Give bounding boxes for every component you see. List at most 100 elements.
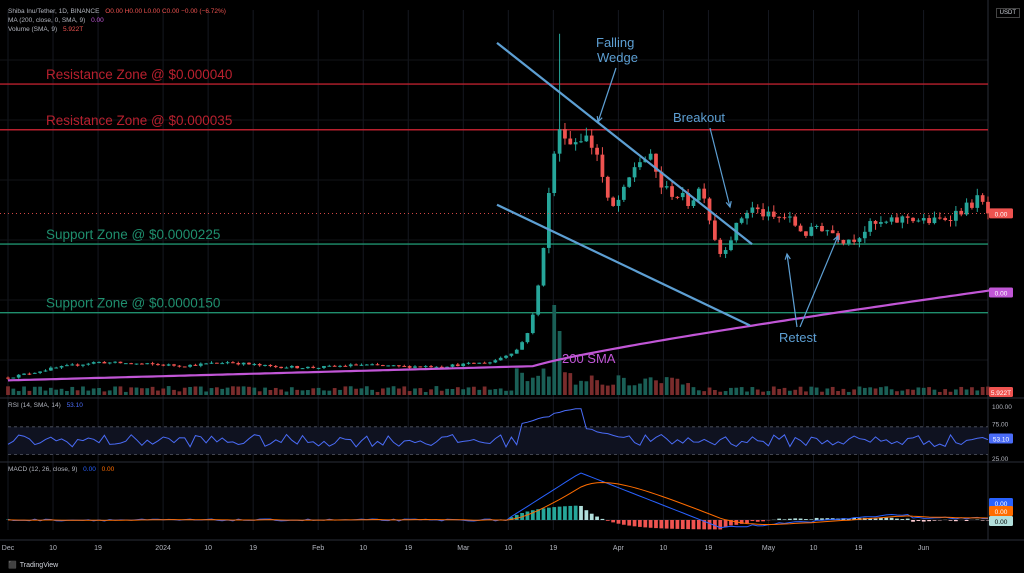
- volume-bar: [439, 390, 444, 395]
- volume-bar: [970, 387, 974, 395]
- volume-bar: [943, 389, 948, 395]
- candle-body: [927, 218, 931, 224]
- volume-bar: [466, 387, 471, 395]
- volume-bar: [766, 391, 771, 395]
- volume-bar: [413, 388, 417, 395]
- volume-bar: [241, 386, 246, 395]
- currency-badge[interactable]: USDT: [995, 8, 1020, 18]
- volume-bar: [686, 383, 690, 395]
- candle-body: [65, 365, 69, 367]
- macd-histogram-bar: [536, 509, 541, 520]
- candle-body: [959, 210, 964, 215]
- volume-bar: [423, 391, 428, 395]
- volume-bar: [632, 385, 637, 395]
- wedge-lines: [496, 42, 753, 327]
- macd-histogram-bar: [643, 520, 648, 528]
- volume-bar: [107, 390, 112, 395]
- rsi-tick-75: 75.00: [992, 421, 1009, 428]
- macd-histogram-bar: [948, 520, 953, 521]
- volume-bar: [782, 387, 787, 395]
- candle-body: [713, 220, 717, 240]
- x-tick-label: 10: [359, 545, 367, 552]
- volume-bar: [263, 387, 267, 395]
- volume-bar: [761, 391, 765, 395]
- candle-body: [696, 188, 701, 201]
- macd-histogram-bar: [595, 516, 599, 520]
- signal-tag: 0.00: [995, 509, 1008, 516]
- falling-wedge-arrow-head: [596, 115, 603, 124]
- volume-bar: [75, 390, 80, 395]
- macd-histogram-bar: [664, 520, 669, 529]
- x-tick-label: Mar: [457, 545, 470, 552]
- candle-body: [953, 210, 958, 221]
- macd-histogram-bar: [713, 520, 717, 530]
- macd-histogram-bar: [739, 520, 744, 524]
- rsi-line: [7, 408, 989, 449]
- volume-bar: [32, 386, 37, 395]
- volume-bar: [862, 387, 867, 395]
- volume-bar: [193, 386, 198, 395]
- volume-bar: [113, 386, 117, 395]
- support-label: Support Zone @ $0.0000225: [46, 227, 220, 242]
- candle-body: [263, 364, 267, 366]
- candle-body: [905, 216, 910, 218]
- breakout-arrow: [709, 127, 731, 208]
- candle-body: [348, 364, 353, 367]
- candle-body: [557, 129, 562, 154]
- volume-bar: [59, 388, 64, 395]
- candle-body: [846, 239, 851, 244]
- candle-body: [477, 362, 482, 364]
- volume-bar: [81, 386, 85, 395]
- candle-body: [895, 217, 899, 223]
- volume-bar: [584, 381, 589, 395]
- candle-body: [241, 362, 246, 365]
- volume-bar: [225, 387, 230, 395]
- candle-body: [188, 364, 192, 367]
- candle-body: [300, 368, 305, 370]
- candle-body: [140, 363, 144, 365]
- candle-body: [423, 366, 428, 368]
- volume-bar: [220, 388, 225, 395]
- candle-body: [295, 365, 300, 369]
- volume-bar: [895, 391, 899, 395]
- macd-histogram-bar: [879, 517, 883, 520]
- candle-body: [670, 186, 674, 197]
- candle-body: [777, 216, 782, 218]
- candle-body: [868, 221, 873, 232]
- macd-histogram-bar: [777, 518, 782, 520]
- macd-histogram-bar: [691, 520, 696, 530]
- macd-histogram-bar: [611, 520, 616, 523]
- macd-histogram-bar: [584, 510, 589, 520]
- volume-bar: [134, 387, 139, 395]
- rsi-value-tag: 53.10: [993, 437, 1010, 444]
- candle-body: [354, 364, 358, 366]
- volume-bar: [804, 391, 808, 395]
- retest-arrow-right-head: [833, 234, 839, 243]
- tradingview-logo[interactable]: ⬛ TradingView: [8, 561, 58, 569]
- volume-bar: [332, 388, 337, 395]
- volume-bar: [279, 389, 283, 395]
- candle-body: [852, 239, 856, 242]
- candle-body: [830, 230, 835, 234]
- candle-body: [798, 225, 803, 232]
- candle-body: [739, 218, 744, 223]
- last-price-tag-bg: [989, 208, 1013, 219]
- volume-bar: [654, 380, 658, 395]
- falling-wedge-arrow: [597, 67, 617, 123]
- candle-body: [407, 366, 412, 368]
- candle-body: [761, 209, 765, 217]
- candle-body: [804, 231, 808, 236]
- macd-histogram-bar: [911, 520, 915, 522]
- x-tick-label: 19: [549, 545, 557, 552]
- volume-bar: [54, 389, 59, 395]
- candle-body: [686, 192, 690, 206]
- macd-histogram-bar: [702, 520, 707, 530]
- rsi-legend: RSI (14, SMA, 14) 53.10: [8, 402, 83, 409]
- volume-bar: [793, 389, 798, 395]
- volume-tag-bg: [989, 387, 1013, 397]
- candle-body: [161, 364, 166, 366]
- volume-bar: [820, 391, 824, 395]
- candle-body: [172, 364, 176, 366]
- macd-histogram-bar: [798, 518, 803, 520]
- candle-body: [311, 366, 316, 368]
